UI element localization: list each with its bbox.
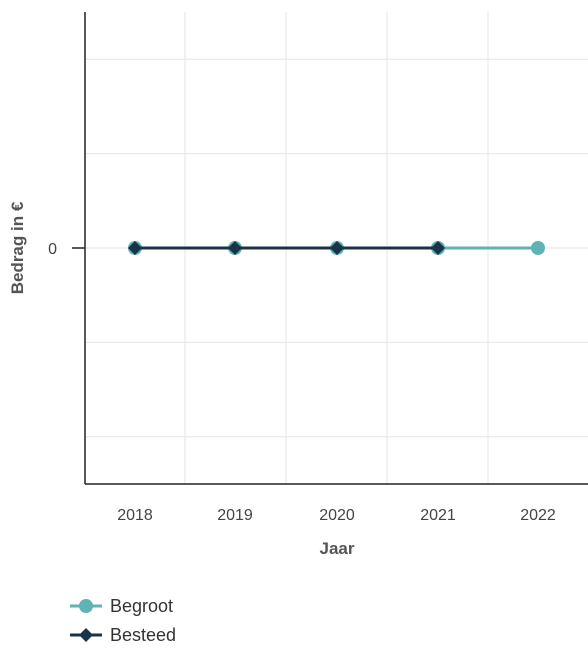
data-point-begroot <box>531 241 545 255</box>
legend-label: Begroot <box>110 596 173 616</box>
legend-marker-circle <box>79 599 93 613</box>
x-axis-title: Jaar <box>320 539 355 558</box>
x-tick-label: 2021 <box>420 507 456 524</box>
x-tick-label: 2019 <box>217 507 253 524</box>
legend-item-besteed: Besteed <box>70 625 176 645</box>
x-tick-label: 2018 <box>117 507 153 524</box>
legend: Begroot Besteed <box>70 596 176 645</box>
data-point-besteed <box>330 241 344 255</box>
series <box>128 241 545 255</box>
legend-label: Besteed <box>110 625 176 645</box>
x-tick-label: 2020 <box>319 507 355 524</box>
data-point-besteed <box>431 241 445 255</box>
x-tick-label: 2022 <box>520 507 556 524</box>
data-point-besteed <box>228 241 242 255</box>
ticks: 0 2018 2019 2020 2021 2022 <box>48 241 556 524</box>
data-point-besteed <box>128 241 142 255</box>
y-axis-title: Bedrag in € <box>8 201 27 294</box>
y-tick-label: 0 <box>48 241 57 258</box>
legend-item-begroot: Begroot <box>70 596 173 616</box>
legend-marker-diamond <box>79 628 93 642</box>
